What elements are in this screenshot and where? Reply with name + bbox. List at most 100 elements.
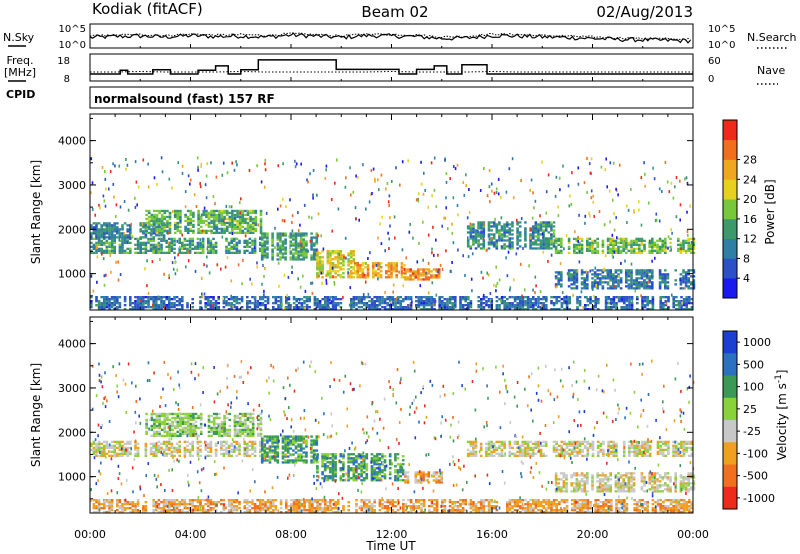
power-scatter xyxy=(147,291,150,295)
power-scatter xyxy=(307,180,309,184)
power-cell xyxy=(220,221,224,225)
power-cell xyxy=(500,247,504,250)
power-cell xyxy=(612,281,615,284)
power-cell xyxy=(90,241,93,244)
power-cell xyxy=(153,215,156,219)
power-cell xyxy=(210,213,213,217)
power-cell xyxy=(391,298,395,301)
velocity-cell xyxy=(244,420,247,424)
power-cell xyxy=(218,211,221,215)
power-cell xyxy=(420,302,423,305)
power-cell xyxy=(118,243,122,246)
power-cell xyxy=(227,304,231,307)
power-scatter xyxy=(489,298,492,302)
power-cell xyxy=(222,302,226,305)
power-cell xyxy=(153,213,156,217)
velocity-cell xyxy=(105,444,109,447)
power-cell xyxy=(113,304,116,307)
velocity-cell xyxy=(163,426,167,430)
velocity-cell xyxy=(158,414,161,418)
power-cell xyxy=(292,252,295,255)
velocity-cell xyxy=(166,418,169,422)
power-cell xyxy=(259,308,262,311)
power-cell xyxy=(165,308,168,311)
power-cell xyxy=(230,298,233,301)
power-cell xyxy=(103,230,106,233)
power-scatter xyxy=(171,210,174,214)
velocity-cell xyxy=(218,434,221,437)
power-cell xyxy=(218,231,221,234)
power-cell xyxy=(103,251,106,254)
velocity-cell xyxy=(179,420,182,424)
power-scatter xyxy=(509,288,511,292)
velocity-cell xyxy=(150,434,154,437)
power-cell xyxy=(404,296,408,299)
power-cell xyxy=(692,269,696,272)
power-cell xyxy=(110,232,114,235)
power-cell xyxy=(168,243,171,246)
power-cell xyxy=(249,219,252,223)
power-cell xyxy=(212,249,215,252)
velocity-cell xyxy=(162,454,166,457)
power-cell xyxy=(601,239,605,242)
power-scatter xyxy=(420,160,422,164)
power-scatter xyxy=(289,198,291,202)
power-cell xyxy=(583,279,586,282)
power-scatter xyxy=(112,182,115,186)
power-cell xyxy=(690,287,693,290)
velocity-cell xyxy=(176,422,180,426)
power-scatter xyxy=(419,284,422,288)
power-cell xyxy=(461,298,465,301)
power-cell xyxy=(139,230,142,233)
power-cell xyxy=(417,302,421,305)
power-scatter xyxy=(590,196,593,200)
power-scatter xyxy=(325,164,328,168)
velocity-cell xyxy=(286,461,290,464)
power-cell xyxy=(189,217,193,221)
velocity-cell xyxy=(271,435,274,438)
power-cell xyxy=(474,231,478,234)
power-cell xyxy=(560,239,563,242)
power-cell xyxy=(249,217,252,221)
power-cell xyxy=(276,244,280,247)
power-cell xyxy=(205,211,208,215)
power-scatter xyxy=(615,216,617,220)
velocity-cell xyxy=(113,446,116,449)
power-cell xyxy=(567,279,571,282)
power-cell xyxy=(552,235,556,238)
power-scatter xyxy=(104,204,107,208)
velocity-cell xyxy=(260,439,264,442)
power-cell xyxy=(411,272,415,275)
power-scatter xyxy=(437,270,439,274)
power-cell xyxy=(648,241,651,244)
velocity-cell xyxy=(259,434,263,437)
power-cell xyxy=(149,247,153,250)
power-cell xyxy=(366,270,370,273)
power-cell xyxy=(557,239,560,242)
power-cell xyxy=(225,304,228,307)
power-cell xyxy=(178,302,181,305)
power-scatter xyxy=(387,200,390,204)
power-cell xyxy=(495,296,499,299)
power-scatter xyxy=(379,222,381,226)
power-cell xyxy=(503,243,506,246)
power-cell xyxy=(406,270,410,273)
velocity-cell xyxy=(171,424,174,428)
power-scatter xyxy=(91,207,94,211)
velocity-cell xyxy=(183,448,187,451)
power-cell xyxy=(347,262,350,265)
power-cell xyxy=(628,300,631,303)
power-cell xyxy=(662,302,665,305)
power-cell xyxy=(537,235,540,238)
power-cell xyxy=(635,283,638,286)
power-cell xyxy=(454,302,457,305)
power-scatter xyxy=(200,164,202,168)
velocity-cell xyxy=(251,434,255,437)
power-scatter xyxy=(203,206,206,210)
velocity-cell xyxy=(238,430,242,433)
power-cell xyxy=(279,296,283,299)
power-cell xyxy=(560,279,563,282)
velocity-cell xyxy=(153,430,156,433)
power-cell xyxy=(266,232,269,235)
